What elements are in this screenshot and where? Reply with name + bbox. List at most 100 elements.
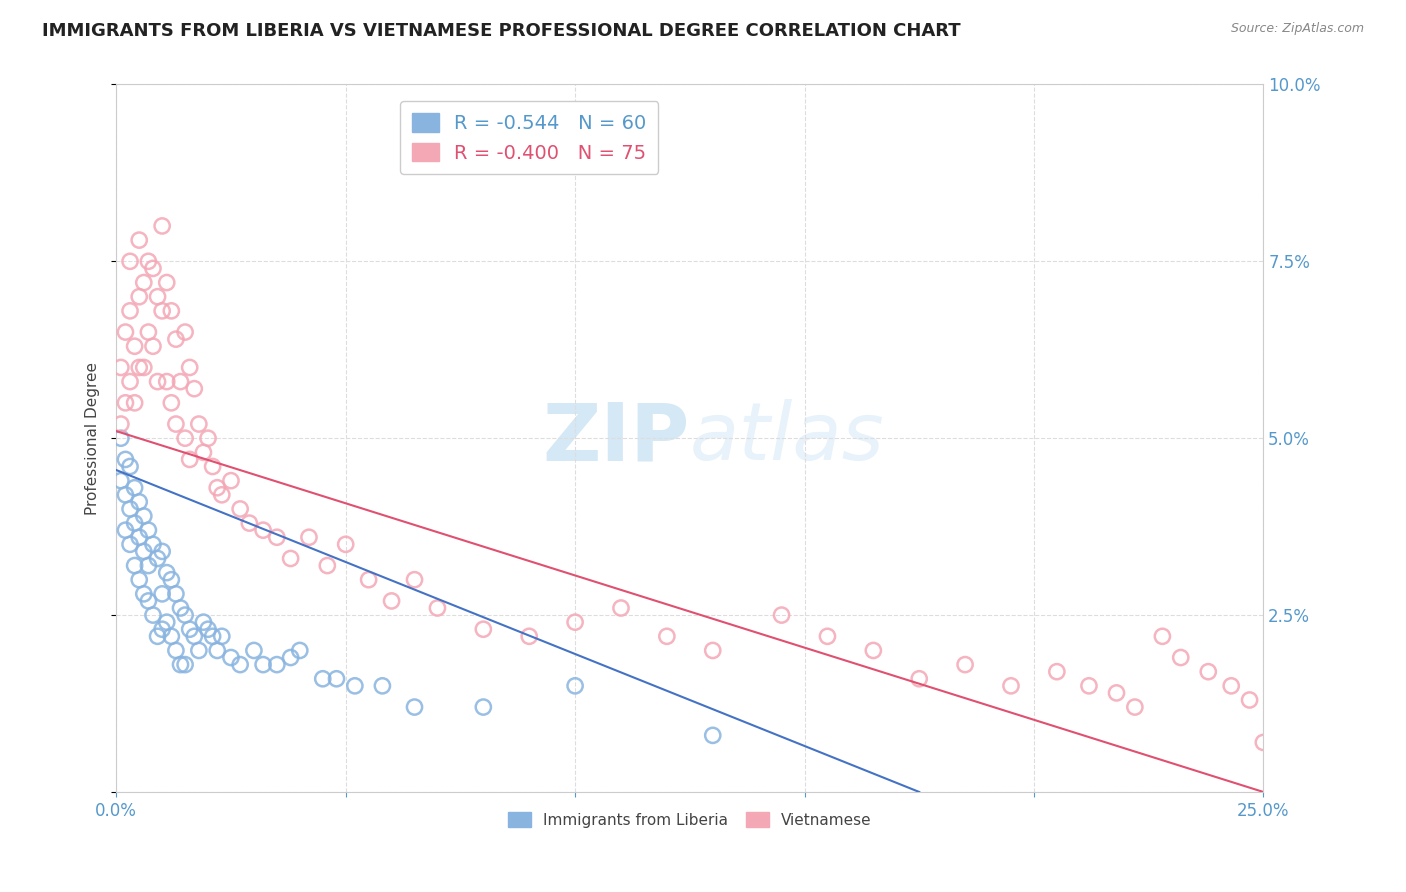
Point bbox=[1123, 700, 1146, 714]
Point bbox=[770, 608, 793, 623]
Point bbox=[610, 601, 633, 615]
Point bbox=[183, 629, 205, 643]
Text: IMMIGRANTS FROM LIBERIA VS VIETNAMESE PROFESSIONAL DEGREE CORRELATION CHART: IMMIGRANTS FROM LIBERIA VS VIETNAMESE PR… bbox=[42, 22, 960, 40]
Point bbox=[193, 615, 215, 629]
Point bbox=[132, 360, 155, 375]
Point bbox=[142, 537, 165, 551]
Point bbox=[179, 360, 201, 375]
Point bbox=[404, 700, 426, 714]
Point bbox=[862, 643, 884, 657]
Legend: Immigrants from Liberia, Vietnamese: Immigrants from Liberia, Vietnamese bbox=[502, 806, 877, 834]
Point bbox=[146, 375, 169, 389]
Point bbox=[179, 622, 201, 636]
Point bbox=[380, 594, 402, 608]
Point bbox=[156, 375, 179, 389]
Point bbox=[118, 537, 141, 551]
Point bbox=[146, 290, 169, 304]
Point bbox=[325, 672, 347, 686]
Point bbox=[124, 481, 146, 495]
Text: Source: ZipAtlas.com: Source: ZipAtlas.com bbox=[1230, 22, 1364, 36]
Point bbox=[110, 431, 132, 445]
Point bbox=[953, 657, 976, 672]
Point bbox=[165, 643, 187, 657]
Point bbox=[1170, 650, 1192, 665]
Y-axis label: Professional Degree: Professional Degree bbox=[86, 361, 100, 515]
Point bbox=[114, 396, 136, 410]
Point bbox=[252, 523, 274, 537]
Point bbox=[138, 594, 160, 608]
Point bbox=[169, 375, 191, 389]
Point bbox=[1046, 665, 1069, 679]
Point bbox=[174, 608, 197, 623]
Point bbox=[238, 516, 260, 530]
Point bbox=[343, 679, 366, 693]
Point bbox=[138, 558, 160, 573]
Point bbox=[197, 431, 219, 445]
Point bbox=[371, 679, 394, 693]
Point bbox=[118, 254, 141, 268]
Point bbox=[160, 396, 183, 410]
Point bbox=[118, 459, 141, 474]
Point bbox=[187, 417, 209, 431]
Point bbox=[174, 431, 197, 445]
Point bbox=[169, 657, 191, 672]
Point bbox=[128, 233, 150, 247]
Point bbox=[1253, 735, 1275, 749]
Point bbox=[174, 325, 197, 339]
Point bbox=[132, 509, 155, 524]
Point bbox=[1220, 679, 1243, 693]
Point bbox=[219, 474, 242, 488]
Point bbox=[201, 629, 224, 643]
Point bbox=[124, 396, 146, 410]
Point bbox=[1152, 629, 1174, 643]
Point bbox=[1000, 679, 1022, 693]
Point bbox=[118, 375, 141, 389]
Point bbox=[114, 523, 136, 537]
Point bbox=[266, 530, 288, 544]
Point bbox=[128, 573, 150, 587]
Point bbox=[252, 657, 274, 672]
Point bbox=[1105, 686, 1128, 700]
Point bbox=[280, 551, 302, 566]
Point bbox=[118, 303, 141, 318]
Point bbox=[142, 261, 165, 276]
Point bbox=[472, 700, 495, 714]
Point bbox=[404, 573, 426, 587]
Point bbox=[128, 530, 150, 544]
Point bbox=[702, 643, 724, 657]
Point bbox=[128, 495, 150, 509]
Point bbox=[183, 382, 205, 396]
Point bbox=[1078, 679, 1101, 693]
Point bbox=[219, 650, 242, 665]
Point bbox=[110, 360, 132, 375]
Point bbox=[472, 622, 495, 636]
Point bbox=[124, 339, 146, 353]
Point bbox=[128, 360, 150, 375]
Point bbox=[243, 643, 266, 657]
Point bbox=[138, 254, 160, 268]
Point bbox=[150, 303, 173, 318]
Point bbox=[174, 657, 197, 672]
Point bbox=[128, 290, 150, 304]
Point bbox=[124, 516, 146, 530]
Point bbox=[229, 502, 252, 516]
Point bbox=[114, 325, 136, 339]
Point bbox=[312, 672, 335, 686]
Point bbox=[187, 643, 209, 657]
Point bbox=[266, 657, 288, 672]
Point bbox=[132, 276, 155, 290]
Point bbox=[211, 629, 233, 643]
Point bbox=[124, 558, 146, 573]
Point bbox=[197, 622, 219, 636]
Point bbox=[160, 629, 183, 643]
Point bbox=[179, 452, 201, 467]
Point bbox=[165, 417, 187, 431]
Point bbox=[110, 417, 132, 431]
Point bbox=[150, 622, 173, 636]
Point bbox=[132, 587, 155, 601]
Point bbox=[146, 551, 169, 566]
Point bbox=[564, 679, 586, 693]
Point bbox=[160, 573, 183, 587]
Point bbox=[160, 303, 183, 318]
Point bbox=[138, 523, 160, 537]
